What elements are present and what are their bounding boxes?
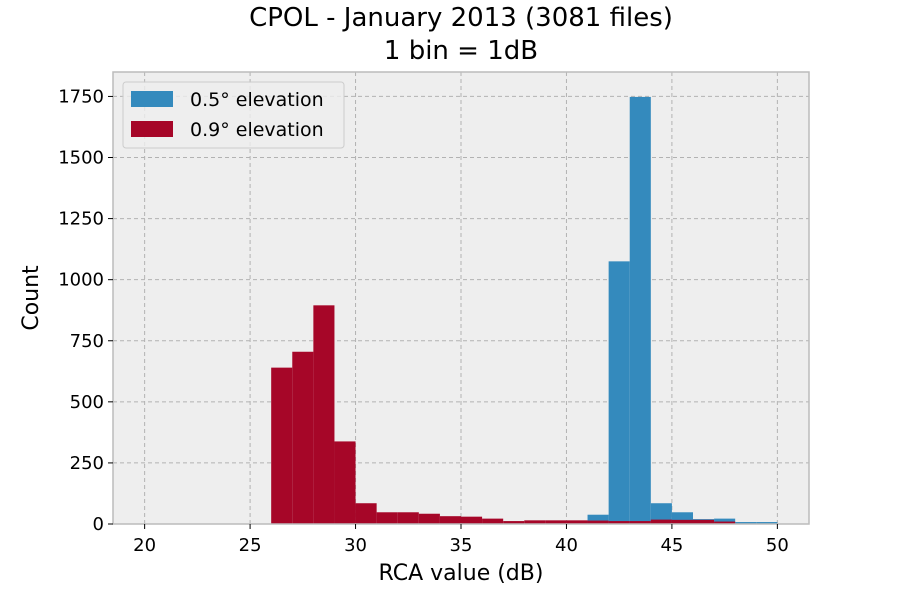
bar-series-1 [714, 518, 736, 524]
bar-series-1 [671, 512, 693, 524]
x-tick-label: 35 [450, 535, 473, 556]
x-tick-label: 20 [133, 535, 156, 556]
bar-series-2 [461, 516, 483, 524]
bar-series-2 [439, 516, 461, 524]
bar-series-2 [545, 520, 567, 524]
bar-series-2 [629, 521, 651, 524]
bar-series-2 [714, 521, 736, 524]
y-axis-label: Count [19, 265, 44, 331]
bar-series-1 [587, 514, 609, 524]
bar-series-2 [271, 367, 293, 524]
bar-series-2 [524, 520, 546, 524]
y-tick-label: 1000 [58, 270, 104, 291]
chart-title: CPOL - January 2013 (3081 files) [249, 3, 673, 33]
bar-series-2 [397, 512, 419, 524]
bar-series-1 [735, 522, 757, 524]
bar-series-1 [629, 96, 651, 524]
chart-subtitle: 1 bin = 1dB [384, 36, 538, 66]
y-tick-label: 1250 [58, 209, 104, 230]
y-tick-label: 500 [70, 392, 104, 413]
y-tick-label: 1500 [58, 148, 104, 169]
x-tick-label: 30 [344, 535, 367, 556]
x-tick-label: 45 [660, 535, 683, 556]
legend-swatch-series-1 [131, 91, 173, 107]
bar-series-2 [292, 351, 314, 524]
bar-series-2 [313, 305, 335, 524]
bar-series-1 [608, 261, 630, 524]
bar-series-2 [650, 519, 672, 524]
x-axis-label: RCA value (dB) [379, 561, 544, 586]
bar-series-2 [671, 519, 693, 524]
legend-box [122, 81, 345, 149]
bar-series-2 [503, 521, 525, 524]
x-tick-label: 50 [766, 535, 789, 556]
y-tick-label: 750 [70, 331, 104, 352]
x-tick-label: 25 [239, 535, 262, 556]
legend-label-series-2: 0.9° elevation [190, 119, 324, 141]
bar-series-2 [482, 518, 504, 524]
legend-swatch-series-2 [131, 121, 173, 137]
bar-series-2 [693, 519, 715, 524]
bar-series-2 [355, 503, 377, 524]
bars [271, 96, 778, 524]
y-tick-label: 1750 [58, 86, 104, 107]
bar-series-1 [650, 503, 672, 524]
bar-series-2 [608, 521, 630, 524]
bar-series-1 [756, 522, 778, 524]
legend: 0.5° elevation 0.9° elevation [122, 81, 345, 149]
bar-series-2 [418, 513, 440, 524]
bar-series-2 [566, 520, 588, 524]
x-tick-label: 40 [555, 535, 578, 556]
y-tick-label: 250 [70, 453, 104, 474]
bar-series-2 [587, 520, 609, 524]
legend-label-series-1: 0.5° elevation [190, 89, 324, 111]
y-tick-label: 0 [93, 514, 104, 535]
bar-series-2 [334, 441, 356, 524]
bar-series-2 [376, 512, 398, 524]
